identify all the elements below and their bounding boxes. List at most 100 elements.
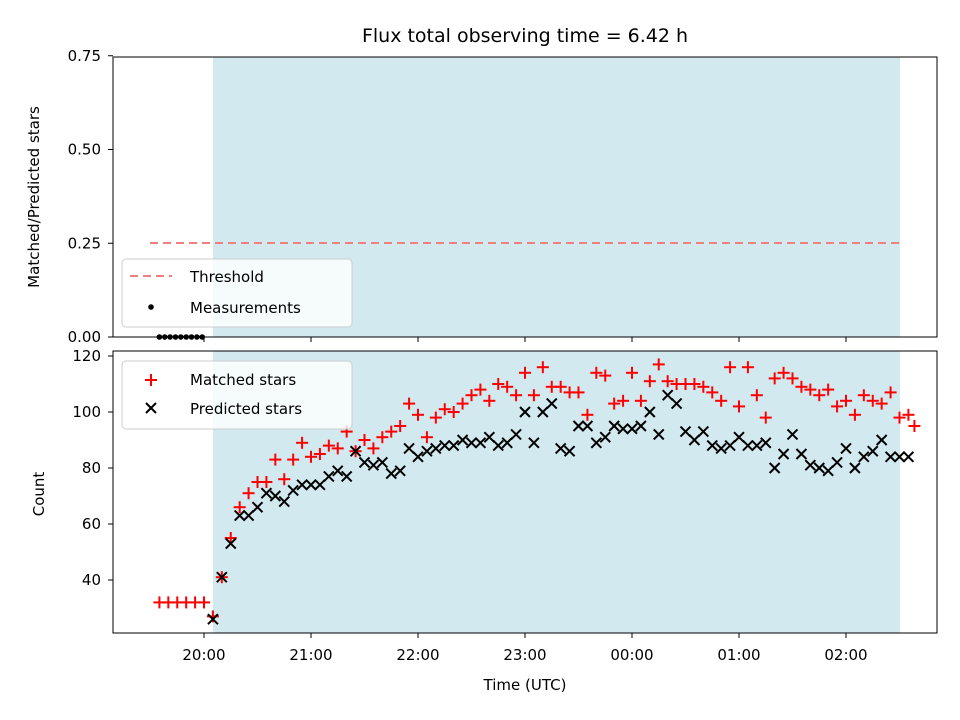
matched-star-point — [759, 411, 772, 424]
matched-star-point — [661, 375, 674, 388]
matched-star-point — [554, 380, 567, 393]
legend-threshold-label: Threshold — [189, 268, 264, 286]
bottom-y-tick-label: 60 — [82, 515, 101, 533]
matched-star-point — [822, 383, 835, 396]
bottom-y-tick-label: 80 — [82, 459, 101, 477]
top-y-axis: 0.000.250.500.751.001.25 — [68, 47, 113, 346]
matched-star-point — [394, 420, 407, 432]
top-legend: Threshold Measurements — [121, 258, 353, 328]
matched-star-point — [536, 361, 549, 374]
bottom-y-axis-label: Count — [30, 472, 48, 517]
matched-star-point — [305, 450, 317, 463]
predicted-star-point — [751, 439, 763, 452]
matched-star-point — [269, 453, 282, 466]
matched-star-point — [617, 394, 630, 407]
predicted-star-point — [278, 495, 290, 508]
bottom-x-tick-label: 21:00 — [289, 646, 332, 664]
matched-star-point — [599, 369, 612, 382]
predicted-star-point — [394, 465, 406, 477]
predicted-star-point — [679, 425, 692, 438]
bottom-x-tick-label: 22:00 — [396, 646, 439, 664]
predicted-star-point — [349, 445, 362, 457]
predicted-star-point — [367, 459, 380, 471]
predicted-star-point — [483, 431, 496, 443]
predicted-star-point — [385, 467, 397, 480]
matched-star-point — [908, 420, 921, 432]
matched-star-point — [804, 383, 817, 396]
predicted-star-point — [893, 451, 906, 463]
predicted-star-point — [867, 445, 879, 457]
predicted-star-point — [581, 420, 594, 432]
predicted-star-point — [430, 442, 442, 455]
predicted-star-point — [715, 442, 727, 455]
bottom-x-axis: 20:00 21:00 22:00 23:00 00:00 01:00 02:00 — [182, 633, 868, 664]
matched-star-point — [688, 378, 701, 390]
predicted-star-point — [572, 420, 585, 432]
predicted-star-point — [519, 406, 531, 418]
predicted-star-point — [706, 439, 718, 452]
predicted-star-point — [563, 445, 576, 457]
predicted-star-point — [456, 434, 469, 446]
predicted-star-point — [777, 448, 790, 460]
predicted-star-point — [875, 434, 888, 446]
matched-star-point — [813, 389, 826, 402]
predicted-star-point — [269, 490, 282, 502]
predicted-star-point — [358, 456, 371, 469]
bottom-y-tick-label: 40 — [82, 571, 101, 589]
legend-matched-label: Matched stars — [190, 371, 296, 389]
matched-star-point — [519, 366, 531, 379]
matched-star-point — [527, 389, 540, 402]
chart-title: Flux total observing time = 6.42 h — [362, 25, 688, 47]
legend-matched-swatch — [145, 374, 157, 386]
matched-star-point — [242, 487, 255, 500]
predicted-star-point — [305, 479, 317, 491]
legend-measurements-swatch — [148, 304, 154, 310]
matched-star-point — [224, 532, 237, 544]
matched-star-point — [857, 389, 870, 402]
matched-star-point — [420, 431, 433, 444]
matched-star-point — [331, 442, 344, 455]
predicted-star-point — [260, 487, 273, 499]
top-y-tick-label: 0.75 — [68, 47, 101, 65]
predicted-star-point — [786, 428, 799, 441]
predicted-star-point — [465, 437, 478, 449]
bottom-x-tick-label: 01:00 — [717, 646, 760, 664]
predicted-star-point — [822, 465, 834, 477]
top-panel: 0.000.250.500.751.001.25 Matched/Predict… — [25, 47, 938, 346]
bottom-panel: 40 60 80 100 120 20:00 21:00 22:00 23:00 00:00 01… — [30, 347, 938, 694]
matched-star-point — [840, 394, 852, 407]
matched-star-point — [777, 366, 790, 379]
top-y-tick-label: 0.25 — [68, 234, 101, 252]
matched-star-point — [465, 389, 478, 402]
predicted-star-point — [653, 428, 665, 441]
matched-star-point — [474, 383, 487, 396]
predicted-star-point — [225, 537, 237, 550]
bottom-x-tick-label: 00:00 — [610, 646, 653, 664]
matched-star-point — [706, 386, 719, 399]
predicted-star-point — [546, 397, 558, 410]
predicted-star-point — [242, 509, 255, 522]
predicted-star-point — [233, 509, 246, 522]
predicted-star-point — [421, 445, 433, 457]
bottom-legend: Matched stars Predicted stars — [121, 360, 353, 430]
top-y-tick-label: 0.50 — [68, 141, 101, 159]
matched-star-point — [750, 389, 763, 402]
predicted-star-point — [554, 442, 567, 455]
predicted-star-point — [599, 431, 611, 443]
matched-star-point — [795, 380, 808, 393]
predicted-star-point — [216, 571, 228, 583]
predicted-star-point — [296, 479, 308, 491]
matched-star-point — [724, 361, 737, 374]
matched-star-point — [376, 431, 389, 444]
matched-star-point — [884, 386, 897, 399]
predicted-star-point — [439, 439, 451, 452]
matched-star-point — [848, 408, 861, 421]
matched-star-point — [733, 400, 745, 413]
top-y-tick-label: 0.00 — [68, 328, 101, 346]
matched-star-point — [278, 473, 291, 486]
predicted-star-point — [635, 420, 647, 432]
matched-star-point — [652, 358, 665, 371]
predicted-star-point — [287, 484, 299, 497]
bottom-y-axis: 40 60 80 100 120 — [72, 347, 113, 589]
predicted-star-point — [501, 437, 513, 449]
